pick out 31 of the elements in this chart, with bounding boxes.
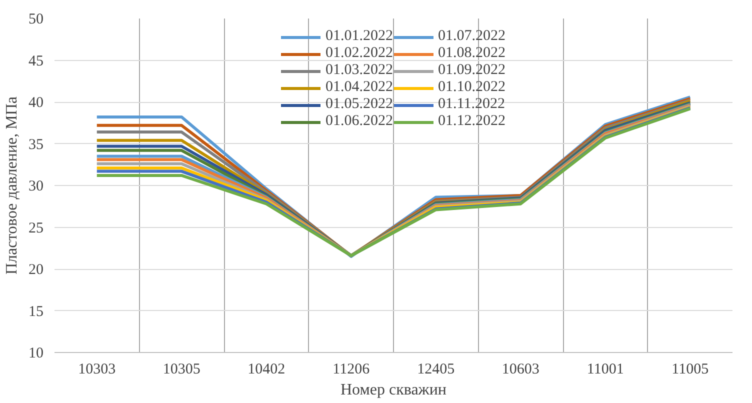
y-tick-label: 40 [28,95,44,111]
legend-label: 01.08.2022 [438,45,506,62]
y-axis-title: Пластовое давление, МПа [4,96,20,275]
legend-label: 01.09.2022 [438,62,506,79]
legend-label: 01.03.2022 [326,62,393,79]
legend-label: 01.10.2022 [438,79,506,96]
y-tick-label: 20 [28,262,44,278]
x-tick-label: 11206 [332,362,370,378]
x-tick-label: 10305 [162,362,200,378]
x-tick-label: 10402 [248,362,286,378]
x-tick-label: 10603 [502,362,540,378]
legend-label: 01.05.2022 [326,96,393,113]
y-tick-label: 35 [28,136,44,153]
x-tick-label: 10303 [78,362,116,378]
x-tick-label: 11001 [586,362,624,378]
legend-label: 01.06.2022 [326,113,393,130]
legend-label: 01.12.2022 [438,113,506,130]
x-tick-label: 12405 [417,362,455,378]
legend-label: 01.02.2022 [326,45,393,62]
x-tick-label: 11005 [672,362,709,378]
legend-label: 01.04.2022 [326,79,393,96]
y-tick-label: 10 [28,346,44,362]
x-axis-title: Номер скважин [340,382,447,398]
legend-label: 01.11.2022 [438,96,505,113]
legend-label: 01.01.2022 [326,28,393,45]
y-tick-label: 25 [28,220,44,236]
y-tick-label: 50 [28,12,44,28]
y-tick-label: 15 [28,304,44,320]
y-tick-label: 45 [28,53,44,70]
y-tick-label: 30 [28,178,44,194]
legend-label: 01.07.2022 [438,28,506,45]
